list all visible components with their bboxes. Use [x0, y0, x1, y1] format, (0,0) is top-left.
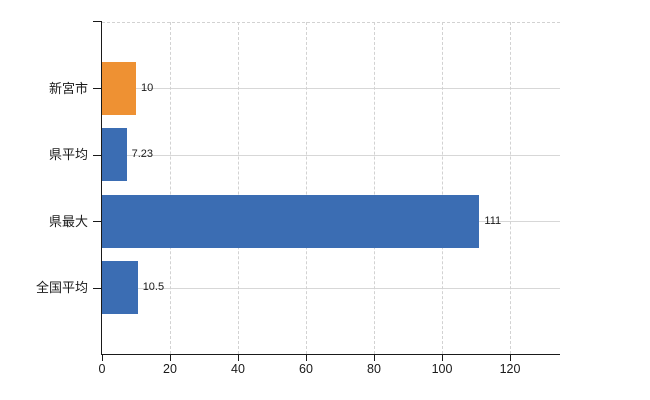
- gridline-vertical: [306, 22, 307, 354]
- category-label: 県平均: [48, 147, 88, 163]
- bar: [102, 61, 136, 115]
- gridline-horizontal: [102, 154, 560, 156]
- x-tick-mark: [306, 355, 307, 361]
- x-tick-mark: [102, 355, 103, 361]
- y-tick-mark: [93, 154, 101, 156]
- x-tick-label: 60: [299, 362, 313, 376]
- value-label: 10.5: [142, 281, 165, 294]
- gridline-vertical: [510, 22, 512, 354]
- category-label: 全国平均: [35, 280, 88, 296]
- value-label: 7.23: [131, 148, 153, 161]
- x-tick-label: 0: [98, 362, 106, 376]
- value-label: 10: [141, 81, 154, 94]
- y-tick-mark: [93, 21, 101, 22]
- y-tick-mark: [93, 287, 101, 289]
- bar: [102, 128, 127, 182]
- bar: [102, 261, 138, 315]
- gridline-vertical: [374, 22, 375, 354]
- x-tick-mark: [442, 355, 443, 361]
- gridline-horizontal: [102, 287, 560, 289]
- x-tick-label: 100: [431, 362, 453, 376]
- gridline-horizontal: [102, 88, 560, 90]
- x-tick-mark: [374, 355, 375, 361]
- gridline-vertical: [238, 22, 239, 354]
- x-tick-label: 40: [231, 362, 245, 376]
- y-tick-mark: [93, 88, 101, 90]
- x-tick-label: 20: [163, 362, 177, 376]
- y-tick-mark: [93, 221, 101, 223]
- gridline-vertical: [442, 22, 443, 354]
- x-tick-mark: [238, 355, 239, 361]
- gridline-vertical: [170, 22, 171, 354]
- plot-top-border: [102, 22, 560, 23]
- x-tick-label: 120: [499, 362, 521, 376]
- x-tick-mark: [170, 355, 171, 361]
- x-tick-mark: [510, 355, 512, 361]
- x-axis-line: [101, 354, 560, 355]
- category-label: 県最大: [48, 213, 88, 229]
- category-label: 新宮市: [48, 80, 88, 96]
- value-label: 111: [484, 214, 502, 227]
- x-tick-label: 80: [367, 362, 381, 376]
- y-axis-line: [101, 21, 102, 354]
- bar: [102, 194, 480, 248]
